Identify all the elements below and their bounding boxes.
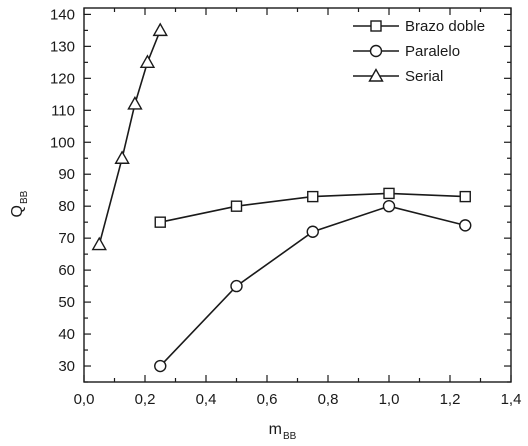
legend-marker [370,20,382,32]
y-tick-label: 90 [58,166,75,183]
x-tick-label: 0,6 [257,391,278,408]
data-point [91,236,107,251]
data-point [230,279,243,293]
data-point [306,225,319,238]
series-square [154,187,471,228]
x-tick-label: 0,2 [135,391,156,408]
data-point [230,200,243,212]
y-tick-label: 70 [58,230,75,247]
data-point [154,216,166,228]
legend-marker [368,68,384,82]
data-point [459,190,471,203]
legend-label: Serial [405,68,443,85]
x-tick-label: 1,2 [440,391,461,408]
y-axis-title: Q BB [9,190,30,217]
legend: Brazo doble Paralelo Serial [353,18,485,85]
y-tick-label: 120 [50,70,75,87]
y-tick-label: 140 [50,6,75,23]
y-axis-title-subscript: BB [19,190,30,204]
data-point [152,22,168,37]
y-tick-label: 60 [58,262,75,279]
y-axis-title-main: Q [9,205,26,217]
x-tick-label: 1,4 [501,391,522,408]
y-tick-label: 130 [50,38,75,55]
x-tick-label: 0,8 [318,391,339,408]
data-point [139,54,156,69]
y-tick-label: 80 [58,198,75,215]
legend-label: Paralelo [405,43,460,60]
legend-item: Serial [353,68,443,85]
x-tick-label: 0,0 [74,391,95,408]
data-point [114,150,130,164]
y-tick-label: 40 [58,326,75,343]
data-point [307,190,319,203]
data-point [382,199,396,213]
x-axis-title: m BB [269,421,297,442]
x-axis-title-main: m [269,421,282,438]
series-circle [154,199,472,373]
y-tick-label: 110 [51,102,75,119]
series-triangle [91,22,168,251]
legend-marker [369,44,383,58]
data-point [154,359,167,373]
data-point [459,219,472,232]
x-axis-title-subscript: BB [283,431,297,442]
legend-item: Paralelo [353,43,460,60]
x-tick-label: 1,0 [379,391,400,408]
legend-label: Brazo doble [405,18,485,35]
y-tick-label: 100 [50,134,75,151]
y-tick-label: 50 [58,294,75,311]
y-tick-label: 30 [58,358,75,375]
legend-item: Brazo doble [353,18,485,35]
x-tick-label: 0,4 [196,391,217,408]
data-point [383,187,395,200]
data-point [127,95,143,110]
